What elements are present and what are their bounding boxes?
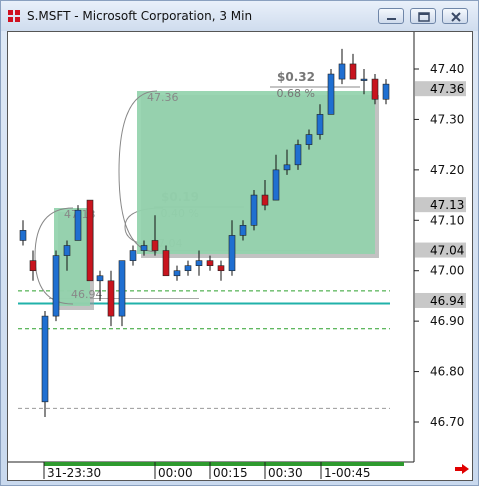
candle-body xyxy=(52,255,60,317)
y-tick-label: 47.10 xyxy=(430,213,464,227)
candle-body xyxy=(261,194,269,206)
chart-area[interactable]: 47.40 47.30 47.20 47.10 47.00 46.90 46.80 46.70… xyxy=(7,31,473,481)
candle-body xyxy=(228,235,236,272)
candle-body xyxy=(338,63,346,80)
candle-body xyxy=(29,260,37,272)
candle-body xyxy=(283,164,291,171)
y-tick-label: 46.90 xyxy=(430,314,464,328)
measure-end-label: 46.94 xyxy=(71,288,103,301)
restore-icon xyxy=(418,12,430,22)
close-button[interactable] xyxy=(442,8,468,24)
measure-dollar-label: $0.32 xyxy=(277,70,315,84)
scroll-right-icon[interactable] xyxy=(454,463,470,475)
candle-body xyxy=(96,275,104,282)
candle-body xyxy=(140,245,148,251)
measure-bracket xyxy=(118,90,158,253)
candle-body xyxy=(41,315,49,403)
candle-body xyxy=(382,83,390,100)
candle-body xyxy=(217,265,225,272)
minimize-icon xyxy=(387,18,396,20)
x-tick-label: 1-00:45 xyxy=(324,466,371,480)
candle-body xyxy=(151,240,159,251)
y-tick-label: 47.40 xyxy=(430,62,464,76)
candle-body xyxy=(239,225,247,236)
candle-body xyxy=(195,260,203,266)
candle-body xyxy=(206,260,214,266)
minimize-button[interactable] xyxy=(378,8,404,24)
candle-body xyxy=(118,260,126,317)
time-range-bar xyxy=(44,462,404,466)
chart-app-icon[interactable] xyxy=(8,10,20,22)
candle-body xyxy=(349,63,357,80)
y-tick-label: 47.30 xyxy=(430,112,464,126)
y-tick-label: 47.20 xyxy=(430,163,464,177)
price-chart[interactable]: 47.40 47.30 47.20 47.10 47.00 46.90 46.80 46.70… xyxy=(8,32,472,480)
price-tag xyxy=(415,292,466,308)
y-tick-label: 46.70 xyxy=(430,415,464,429)
candle-body xyxy=(63,245,71,256)
price-tag-label: 46.94 xyxy=(430,294,464,308)
candle-body xyxy=(173,270,181,277)
x-tick-label: 31-23:30 xyxy=(47,466,101,480)
candle-body xyxy=(162,250,170,277)
candle-body xyxy=(74,209,82,241)
candle-body xyxy=(129,250,137,261)
x-tick-label: 00:00 xyxy=(158,466,193,480)
y-tick-label: 46.80 xyxy=(430,365,464,379)
candle-body xyxy=(184,265,192,272)
price-tag xyxy=(415,81,466,97)
restore-button[interactable] xyxy=(410,8,436,24)
title-bar[interactable]: S.MSFT - Microsoft Corporation, 3 Min xyxy=(1,1,478,31)
candle-body xyxy=(371,78,379,100)
measure-box xyxy=(137,91,375,254)
candle-body xyxy=(272,169,280,201)
candle-body xyxy=(305,134,313,145)
candle-body xyxy=(19,230,27,241)
price-tag-label: 47.13 xyxy=(430,198,464,212)
candle-body xyxy=(327,73,335,115)
close-icon xyxy=(451,12,461,22)
x-tick-label: 00:15 xyxy=(213,466,248,480)
candle-body xyxy=(107,280,115,317)
measure-percent-label: 0.68 % xyxy=(277,87,315,100)
x-tick-label: 00:30 xyxy=(268,466,303,480)
candle-body xyxy=(250,194,258,226)
candle-body xyxy=(360,78,368,81)
price-tag xyxy=(415,197,466,213)
window-title: S.MSFT - Microsoft Corporation, 3 Min xyxy=(27,9,253,23)
candle-body xyxy=(316,114,324,135)
price-tag-label: 47.04 xyxy=(430,244,464,258)
price-tag-label: 47.36 xyxy=(430,82,464,96)
measure-box xyxy=(54,208,90,306)
y-tick-label: 47.00 xyxy=(430,264,464,278)
measure-start-label: 47.36 xyxy=(147,91,179,104)
candle-body xyxy=(86,199,94,282)
candle-body xyxy=(294,144,302,166)
price-tag xyxy=(415,242,466,258)
